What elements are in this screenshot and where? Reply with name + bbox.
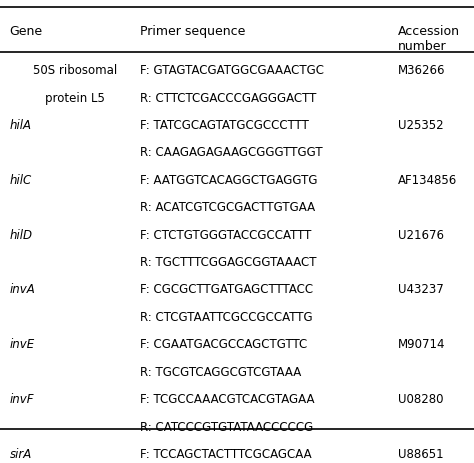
Text: invE: invE [9,338,35,350]
Text: U43237: U43237 [398,283,444,296]
Text: M90714: M90714 [398,338,446,350]
Text: Primer sequence: Primer sequence [140,25,245,38]
Text: F: AATGGTCACAGGCTGAGGTG: F: AATGGTCACAGGCTGAGGTG [140,174,317,187]
Text: hilA: hilA [9,119,31,131]
Text: sirA: sirA [9,447,32,460]
Text: R: TGCGTCAGGCGTCGTAAA: R: TGCGTCAGGCGTCGTAAA [140,365,301,378]
Text: R: ACATCGTCGCGACTTGTGAA: R: ACATCGTCGCGACTTGTGAA [140,201,315,214]
Text: U08280: U08280 [398,392,444,405]
Text: R: CTCGTAATTCGCCGCCATTG: R: CTCGTAATTCGCCGCCATTG [140,310,312,323]
Text: U21676: U21676 [398,228,444,241]
Text: hilD: hilD [9,228,33,241]
Text: F: CTCTGTGGGTACCGCCATTT: F: CTCTGTGGGTACCGCCATTT [140,228,311,241]
Text: F: TATCGCAGTATGCGCCCTTT: F: TATCGCAGTATGCGCCCTTT [140,119,309,131]
Text: F: CGAATGACGCCAGCTGTTC: F: CGAATGACGCCAGCTGTTC [140,338,307,350]
Text: M36266: M36266 [398,64,446,77]
Text: R: CTTCTCGACCCGAGGGACTT: R: CTTCTCGACCCGAGGGACTT [140,91,316,104]
Text: F: CGCGCTTGATGAGCTTTACC: F: CGCGCTTGATGAGCTTTACC [140,283,313,296]
Text: invA: invA [9,283,35,296]
Text: Gene: Gene [9,25,43,38]
Text: Accession
number: Accession number [398,25,460,53]
Text: invF: invF [9,392,34,405]
Text: 50S ribosomal: 50S ribosomal [33,64,117,77]
Text: AF134856: AF134856 [398,174,457,187]
Text: F: TCGCCAAACGTCACGTAGAA: F: TCGCCAAACGTCACGTAGAA [140,392,314,405]
Text: R: CAAGAGAGAAGCGGGTTGGT: R: CAAGAGAGAAGCGGGTTGGT [140,146,322,159]
Text: R: TGCTTTCGGAGCGGTAAACT: R: TGCTTTCGGAGCGGTAAACT [140,256,316,269]
Text: U25352: U25352 [398,119,444,131]
Text: R: CATCCCGTGTATAACCCCCG: R: CATCCCGTGTATAACCCCCG [140,419,313,432]
Text: U88651: U88651 [398,447,444,460]
Text: protein L5: protein L5 [45,91,105,104]
Text: F: TCCAGCTACTTTCGCAGCAA: F: TCCAGCTACTTTCGCAGCAA [140,447,311,460]
Text: hilC: hilC [9,174,32,187]
Text: F: GTAGTACGATGGCGAAACTGC: F: GTAGTACGATGGCGAAACTGC [140,64,324,77]
